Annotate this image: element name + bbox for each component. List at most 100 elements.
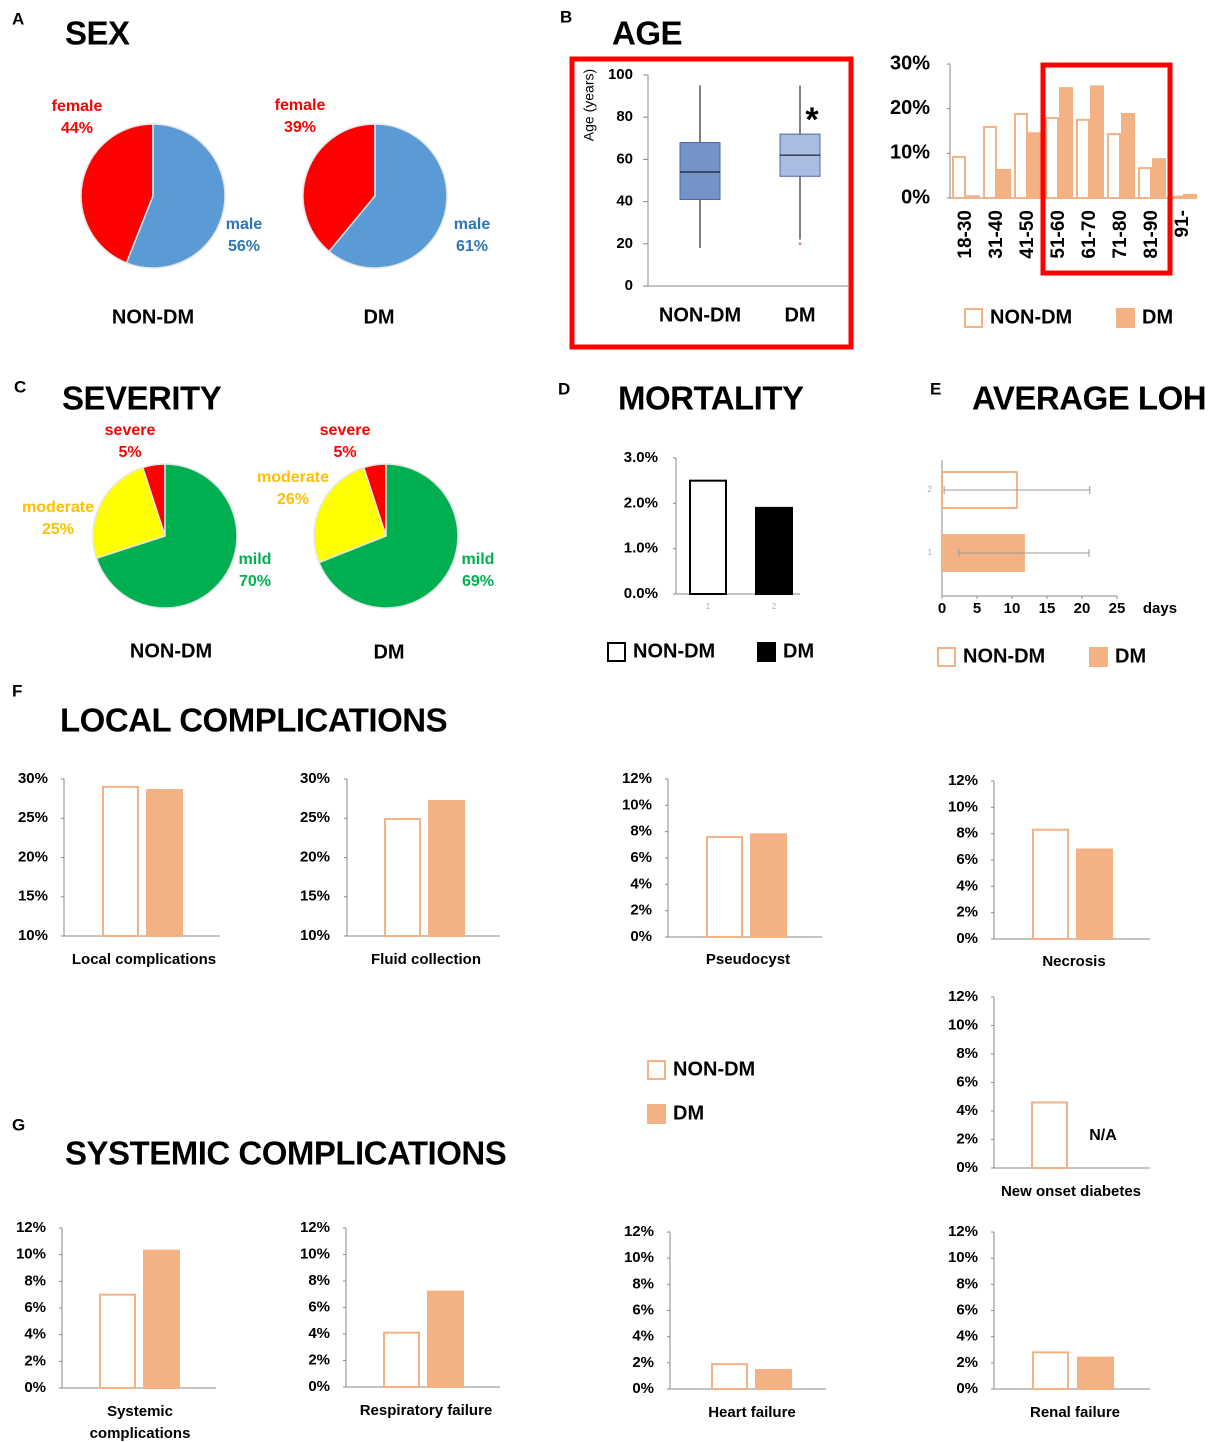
bar xyxy=(428,799,465,937)
x-tick-label: 18-30 xyxy=(955,210,976,259)
bar xyxy=(1152,158,1166,199)
y-tick-label: 20% xyxy=(890,97,930,119)
slice-value-label: 5% xyxy=(118,444,141,461)
x-axis-label: New onset diabetes xyxy=(1001,1183,1141,1200)
panel-letter: B xyxy=(560,7,572,26)
y-tick-label: 10% xyxy=(18,927,48,944)
y-tick-label: 15% xyxy=(18,888,48,905)
x-tick-label: 51-60 xyxy=(1048,210,1069,259)
pie-label: DM xyxy=(373,641,404,663)
y-tick-label: 0% xyxy=(956,930,978,947)
annotation: * xyxy=(805,101,819,139)
x-tick-label: 10 xyxy=(1004,600,1021,617)
y-tick-label: 6% xyxy=(956,1301,978,1318)
y-tick-label: 12% xyxy=(948,1223,978,1240)
legend-swatch xyxy=(647,1104,666,1124)
y-tick-label: 10% xyxy=(948,798,978,815)
y-tick-label: 15% xyxy=(300,888,330,905)
x-tick-label: 2 xyxy=(772,602,777,611)
panel-letter: G xyxy=(12,1115,25,1134)
y-tick-label: 8% xyxy=(308,1272,330,1289)
pie-slice xyxy=(125,123,226,269)
bar xyxy=(143,1249,180,1389)
x-axis-label: days xyxy=(1143,600,1177,617)
y-tick-label: 12% xyxy=(948,988,978,1005)
pie-slice xyxy=(92,466,166,560)
y-tick-label: 0% xyxy=(956,1159,978,1176)
slice-label: female xyxy=(52,98,103,115)
bar xyxy=(1076,848,1113,941)
bar xyxy=(1031,1101,1068,1169)
y-tick-label: 4% xyxy=(956,1328,978,1345)
y-tick-label: 4% xyxy=(632,1328,654,1345)
legend-label: NON-DM xyxy=(990,306,1072,328)
legend-label: NON-DM xyxy=(633,640,715,662)
bar xyxy=(102,785,139,937)
y-tick-label: 8% xyxy=(632,1275,654,1292)
x-axis-label: Respiratory failure xyxy=(360,1402,493,1419)
y-tick-label: 30% xyxy=(18,770,48,787)
panel-title: MORTALITY xyxy=(618,380,804,417)
pie-slice xyxy=(313,466,387,564)
slice-value-label: 39% xyxy=(284,119,316,136)
bar xyxy=(1107,133,1121,199)
box xyxy=(679,142,721,200)
y-tick-label: 3.0% xyxy=(624,449,658,466)
legend-label: DM xyxy=(1142,306,1173,328)
panel-title: LOCAL COMPLICATIONS xyxy=(60,702,447,739)
y-tick-label: 6% xyxy=(308,1298,330,1315)
y-tick-label: 2 xyxy=(928,485,933,494)
slice-value-label: 61% xyxy=(456,238,488,255)
y-tick-label: 0% xyxy=(956,1380,978,1397)
y-tick-label: 8% xyxy=(24,1272,46,1289)
bar xyxy=(1090,85,1104,199)
x-tick-label: 41-50 xyxy=(1017,210,1038,259)
y-tick-label: 6% xyxy=(632,1301,654,1318)
x-tick-label: 91- xyxy=(1172,210,1193,237)
x-axis-label: Pseudocyst xyxy=(706,951,790,968)
pie-slice xyxy=(95,463,238,609)
y-tick-label: 10% xyxy=(622,796,652,813)
y-tick-label: 2% xyxy=(956,1130,978,1147)
x-tick-label: DM xyxy=(784,304,815,326)
panel-letter: C xyxy=(14,377,26,396)
x-tick-label: 1 xyxy=(706,602,711,611)
y-tick-label: 4% xyxy=(630,875,652,892)
y-tick-label: 100 xyxy=(608,66,633,83)
x-axis-label: Systemic xyxy=(107,1403,173,1420)
y-tick-label: 2% xyxy=(632,1354,654,1371)
y-tick-label: 2% xyxy=(630,902,652,919)
bar xyxy=(689,479,727,595)
x-tick-label: 81-90 xyxy=(1141,210,1162,259)
slice-label: moderate xyxy=(22,499,94,516)
panel-letter: F xyxy=(12,681,22,700)
x-tick-label: 61-70 xyxy=(1079,210,1100,259)
legend-label: NON-DM xyxy=(963,645,1045,667)
y-tick-label: 4% xyxy=(956,1102,978,1119)
legend-swatch xyxy=(757,642,776,662)
y-tick-label: 4% xyxy=(308,1325,330,1342)
annotation: N/A xyxy=(1089,1127,1117,1144)
y-tick-label: 0% xyxy=(630,928,652,945)
outlier xyxy=(798,242,802,246)
y-tick-label: 10% xyxy=(890,142,930,164)
y-tick-label: 2% xyxy=(956,904,978,921)
x-tick-label: 15 xyxy=(1039,600,1056,617)
y-tick-label: 60 xyxy=(616,150,633,167)
pie-slice xyxy=(318,463,459,609)
y-tick-label: 30% xyxy=(890,52,930,74)
bar xyxy=(383,1331,420,1389)
y-tick-label: 2% xyxy=(308,1351,330,1368)
bar xyxy=(427,1290,464,1388)
bar xyxy=(1028,132,1042,200)
bar xyxy=(384,818,421,937)
y-tick-label: 8% xyxy=(956,1045,978,1062)
y-tick-label: 10% xyxy=(16,1246,46,1263)
y-tick-label: 10% xyxy=(948,1249,978,1266)
y-tick-label: 1 xyxy=(928,548,933,557)
legend-label: DM xyxy=(783,640,814,662)
y-tick-label: 8% xyxy=(956,1275,978,1292)
x-tick-label: NON-DM xyxy=(659,304,741,326)
slice-value-label: 56% xyxy=(228,238,260,255)
y-tick-label: 0% xyxy=(901,186,930,208)
